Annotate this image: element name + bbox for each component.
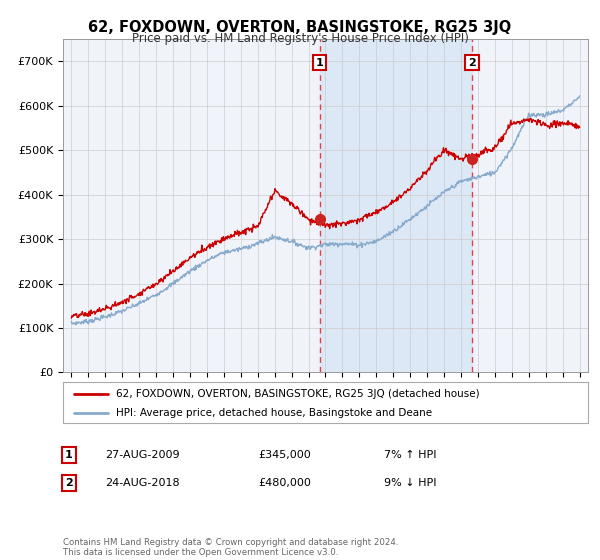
Text: 27-AUG-2009: 27-AUG-2009 (105, 450, 179, 460)
Text: Contains HM Land Registry data © Crown copyright and database right 2024.
This d: Contains HM Land Registry data © Crown c… (63, 538, 398, 557)
Text: 62, FOXDOWN, OVERTON, BASINGSTOKE, RG25 3JQ (detached house): 62, FOXDOWN, OVERTON, BASINGSTOKE, RG25 … (115, 389, 479, 399)
Text: 1: 1 (316, 58, 323, 68)
Text: 2: 2 (468, 58, 476, 68)
Text: 9% ↓ HPI: 9% ↓ HPI (384, 478, 437, 488)
Text: £480,000: £480,000 (258, 478, 311, 488)
Text: 62, FOXDOWN, OVERTON, BASINGSTOKE, RG25 3JQ: 62, FOXDOWN, OVERTON, BASINGSTOKE, RG25 … (88, 20, 512, 35)
Bar (320, 39, 472, 372)
Text: HPI: Average price, detached house, Basingstoke and Deane: HPI: Average price, detached house, Basi… (115, 408, 431, 418)
Text: 1: 1 (65, 450, 73, 460)
Text: 24-AUG-2018: 24-AUG-2018 (105, 478, 179, 488)
Text: Price paid vs. HM Land Registry's House Price Index (HPI): Price paid vs. HM Land Registry's House … (131, 32, 469, 45)
Text: £345,000: £345,000 (258, 450, 311, 460)
Text: 7% ↑ HPI: 7% ↑ HPI (384, 450, 437, 460)
Text: 2: 2 (65, 478, 73, 488)
